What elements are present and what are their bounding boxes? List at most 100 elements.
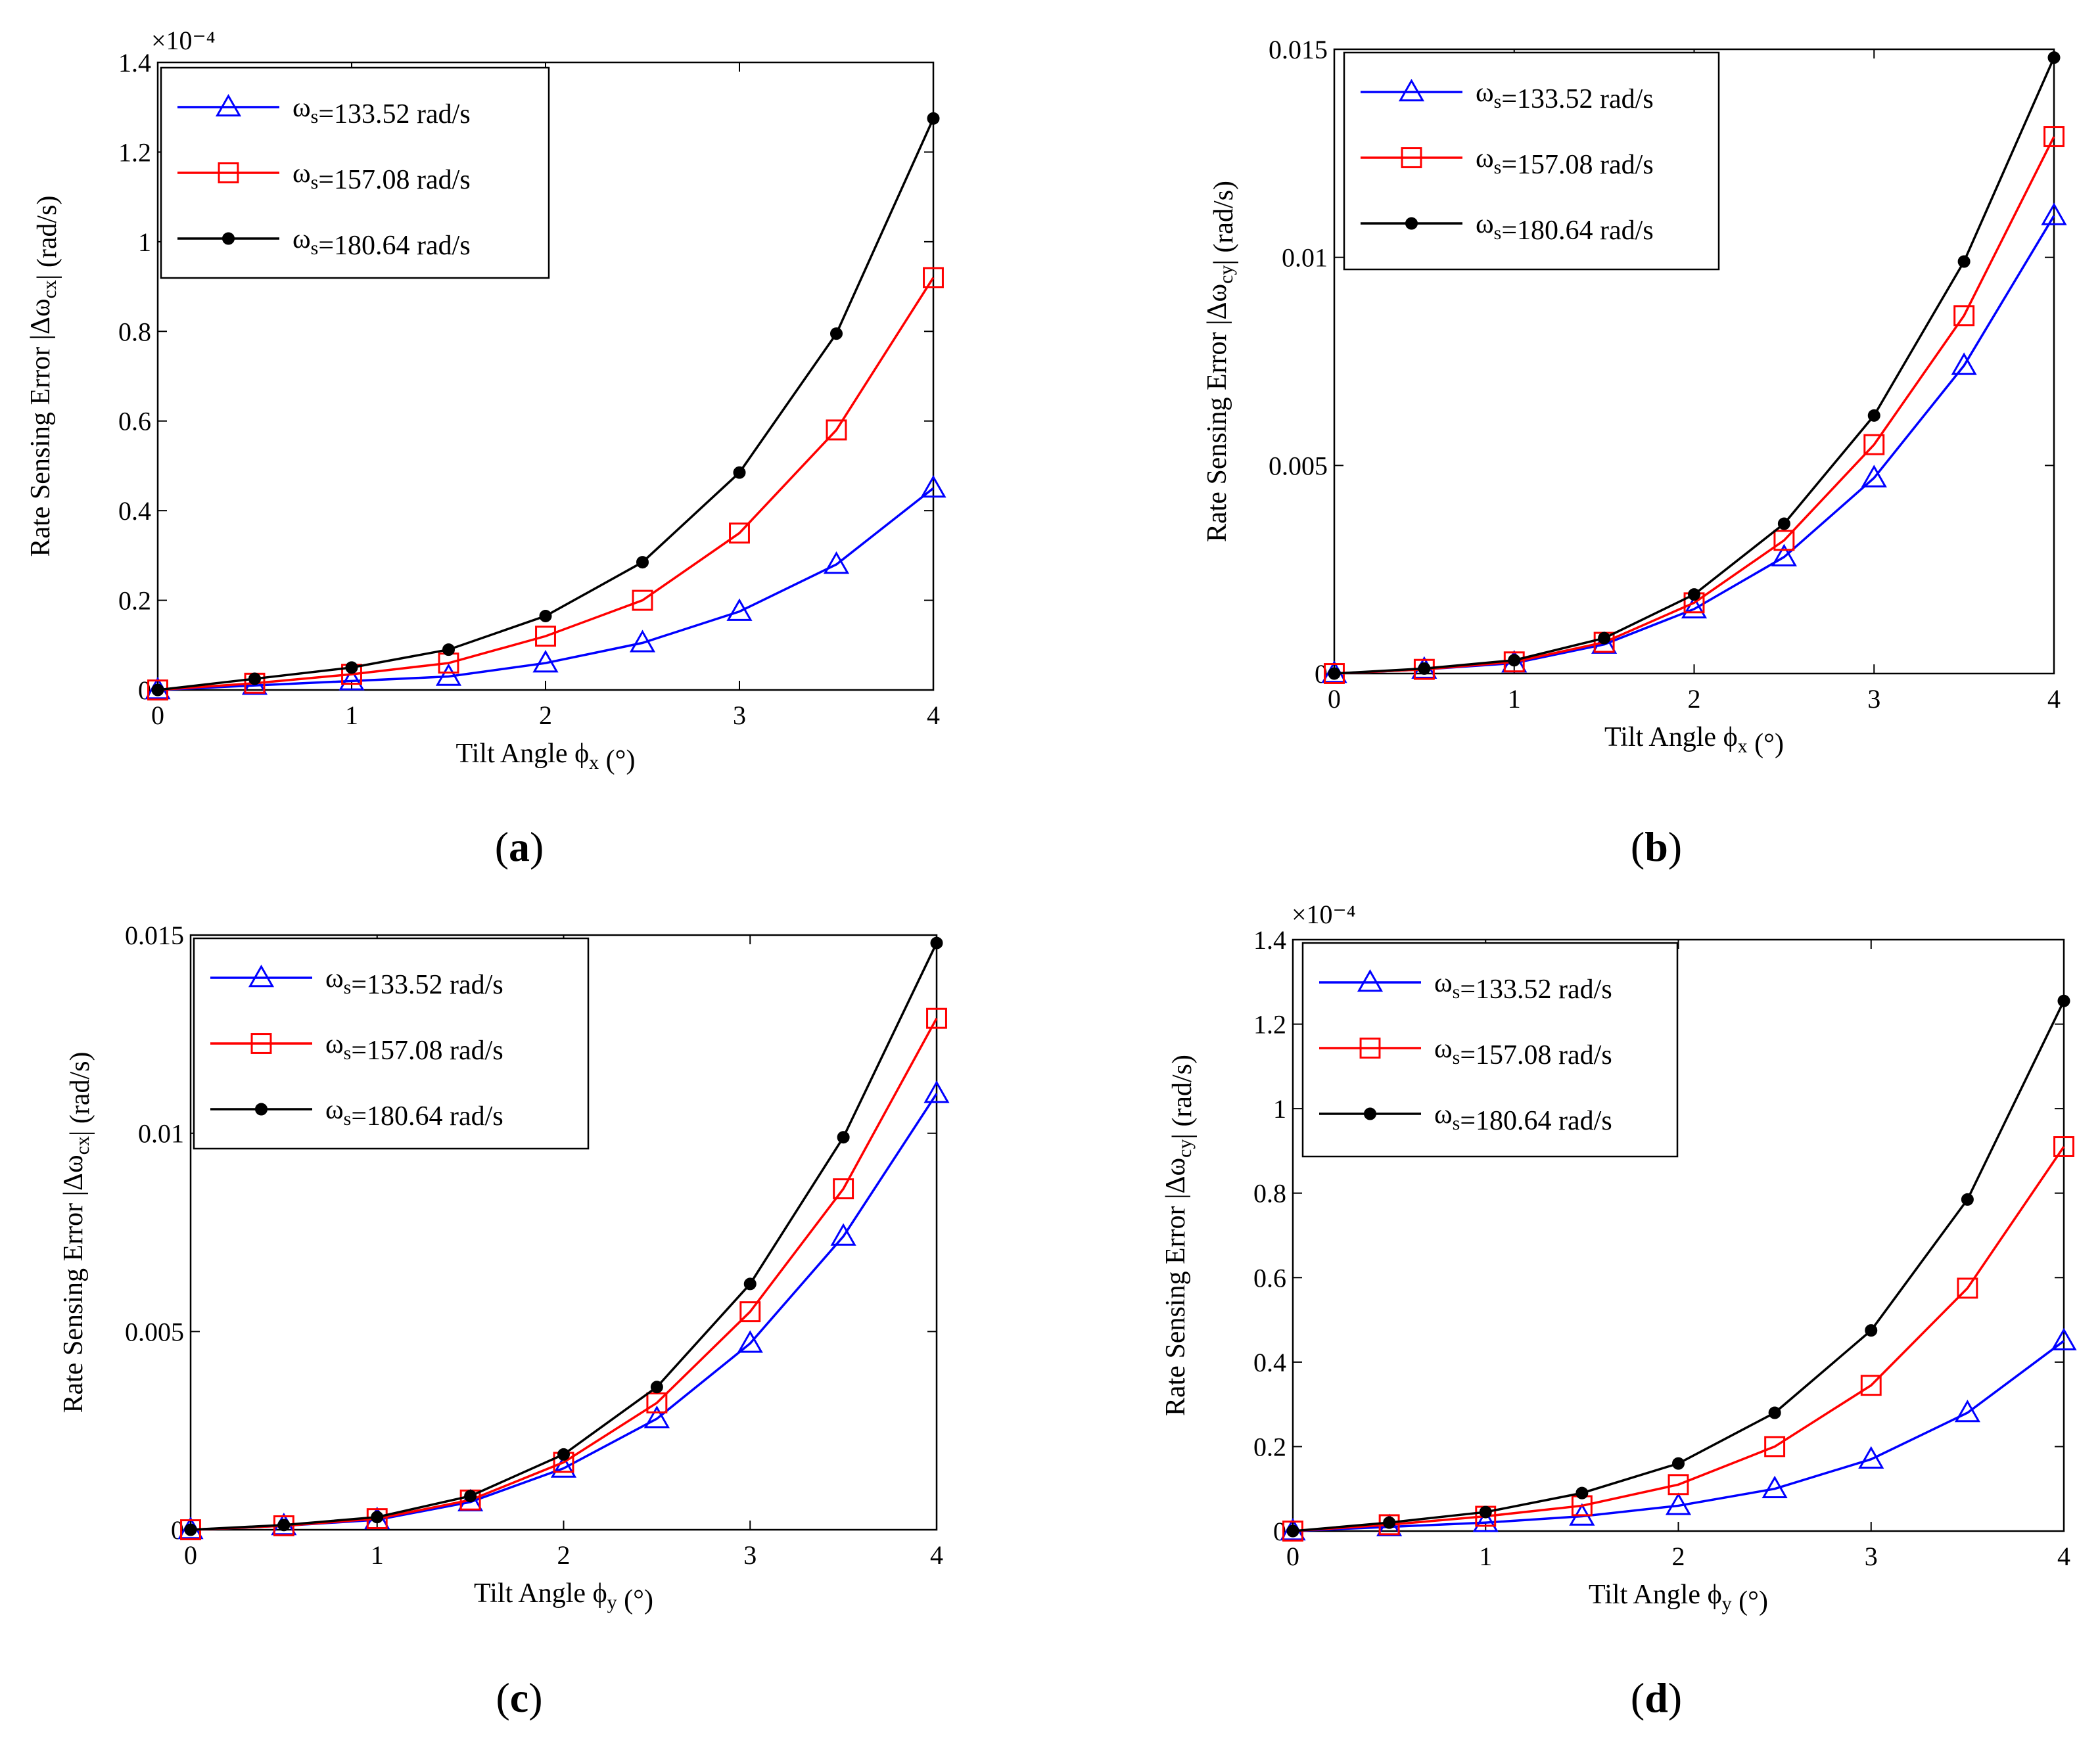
y-tick-label: 0.6 xyxy=(1253,1263,1286,1293)
data-point xyxy=(643,1406,670,1429)
legend-entry: ωs=133.52 rad/s xyxy=(292,93,471,129)
data-point xyxy=(2057,994,2070,1007)
data-point xyxy=(1668,1474,1689,1496)
data-point xyxy=(1860,1375,1882,1396)
x-tick-label: 3 xyxy=(733,700,746,730)
y-tick-label: 0.8 xyxy=(118,317,151,346)
x-axis-label: Tilt Angle ϕx (°) xyxy=(1604,722,1784,759)
data-point xyxy=(1286,1524,1299,1538)
y-tick-label: 0.01 xyxy=(138,1119,184,1149)
y-tick-label: 0.015 xyxy=(125,921,184,950)
data-point xyxy=(632,589,653,611)
x-tick-label: 4 xyxy=(2057,1542,2070,1571)
series-line xyxy=(157,487,935,691)
data-point xyxy=(255,1103,268,1116)
y-tick-label: 1 xyxy=(1273,1094,1286,1124)
x-tick-label: 2 xyxy=(557,1540,571,1570)
data-point xyxy=(830,1223,856,1246)
x-tick-label: 4 xyxy=(2047,684,2061,714)
data-point xyxy=(743,1277,757,1291)
legend: ωs=133.52 rad/s ωs=157.08 rad/s ωs=180.64 … xyxy=(160,66,550,279)
data-point xyxy=(823,551,850,574)
data-point xyxy=(345,661,358,674)
y-tick-label: 0.01 xyxy=(1282,243,1328,273)
x-tick-label: 0 xyxy=(1286,1542,1299,1571)
data-point xyxy=(1858,1446,1884,1469)
data-point xyxy=(1405,217,1418,230)
x-tick-label: 3 xyxy=(743,1540,757,1570)
data-point xyxy=(920,475,946,498)
y-axis-label: Rate Sensing Error |Δωcx| (rad/s) xyxy=(26,195,62,557)
y-axis-label: Rate Sensing Error |Δωcx| (rad/s) xyxy=(58,1051,95,1413)
data-point xyxy=(1762,1475,1788,1498)
data-point xyxy=(830,327,843,340)
exponent-label: ×10⁻⁴ xyxy=(1292,900,1356,929)
data-point xyxy=(1328,667,1341,680)
data-point xyxy=(539,609,552,622)
data-point xyxy=(1575,1486,1589,1500)
x-axis-label: Tilt Angle ϕx (°) xyxy=(456,739,636,775)
data-point xyxy=(2051,1327,2077,1350)
data-point xyxy=(1865,1324,1878,1337)
y-tick-label: 0.005 xyxy=(1269,451,1328,480)
series-2 xyxy=(147,267,944,700)
data-point xyxy=(1479,1505,1492,1519)
data-point xyxy=(923,267,944,288)
data-point xyxy=(1867,409,1880,422)
data-point xyxy=(532,650,559,673)
y-axis-label: Rate Sensing Error |Δωcy| (rad/s) xyxy=(1202,181,1239,542)
data-point xyxy=(277,1519,291,1532)
data-point xyxy=(1764,1436,1786,1457)
series-3 xyxy=(184,936,943,1536)
exponent-label: ×10⁻⁴ xyxy=(151,26,216,55)
x-tick-label: 4 xyxy=(927,700,940,730)
data-point xyxy=(650,1381,663,1394)
legend-entry: ωs=157.08 rad/s xyxy=(325,1029,503,1066)
data-point xyxy=(629,630,656,653)
legend: ωs=133.52 rad/s ωs=157.08 rad/s ωs=180.64 … xyxy=(1343,51,1720,271)
x-tick-label: 1 xyxy=(1479,1542,1492,1571)
y-tick-label: 1.2 xyxy=(1253,1010,1286,1040)
data-point xyxy=(1961,1193,1974,1206)
x-tick-label: 2 xyxy=(1672,1542,1685,1571)
legend-entry: ωs=133.52 rad/s xyxy=(1434,968,1612,1005)
data-point xyxy=(1688,588,1700,601)
legend-entry: ωs=180.64 rad/s xyxy=(325,1095,503,1132)
legend-entry: ωs=157.08 rad/s xyxy=(1476,143,1654,180)
y-tick-label: 1 xyxy=(138,227,151,257)
y-tick-label: 0.2 xyxy=(1253,1432,1286,1461)
data-point xyxy=(1378,1514,1400,1536)
legend-entry: ωs=133.52 rad/s xyxy=(325,963,503,1000)
data-point xyxy=(1672,1457,1685,1470)
data-point xyxy=(535,626,556,647)
data-point xyxy=(1863,434,1885,455)
x-tick-label: 0 xyxy=(184,1540,197,1570)
data-point xyxy=(1508,654,1521,667)
legend: ωs=133.52 rad/s ωs=157.08 rad/s ωs=180.64 … xyxy=(1301,942,1679,1158)
data-point xyxy=(1418,662,1431,675)
legend-entry: ωs=180.64 rad/s xyxy=(292,224,471,261)
data-point xyxy=(2041,202,2067,225)
data-point xyxy=(248,964,275,988)
data-point xyxy=(1768,1406,1781,1419)
data-point xyxy=(2047,51,2061,64)
y-tick-label: 0.4 xyxy=(118,496,151,526)
data-point xyxy=(826,419,847,441)
legend-entry: ωs=133.52 rad/s xyxy=(1476,78,1654,114)
y-axis-label: Rate Sensing Error |Δωcy| (rad/s) xyxy=(1161,1055,1198,1416)
data-point xyxy=(435,663,462,686)
data-point xyxy=(1398,78,1425,102)
data-point xyxy=(215,93,242,117)
legend-entry: ωs=180.64 rad/s xyxy=(1476,209,1654,246)
series-3 xyxy=(1328,51,2061,680)
data-point xyxy=(833,1178,854,1200)
x-tick-label: 0 xyxy=(1328,684,1341,714)
data-point xyxy=(923,1080,950,1103)
data-point xyxy=(927,112,940,125)
data-point xyxy=(926,1007,947,1029)
series-line xyxy=(1292,1146,2065,1532)
data-point xyxy=(222,232,235,245)
